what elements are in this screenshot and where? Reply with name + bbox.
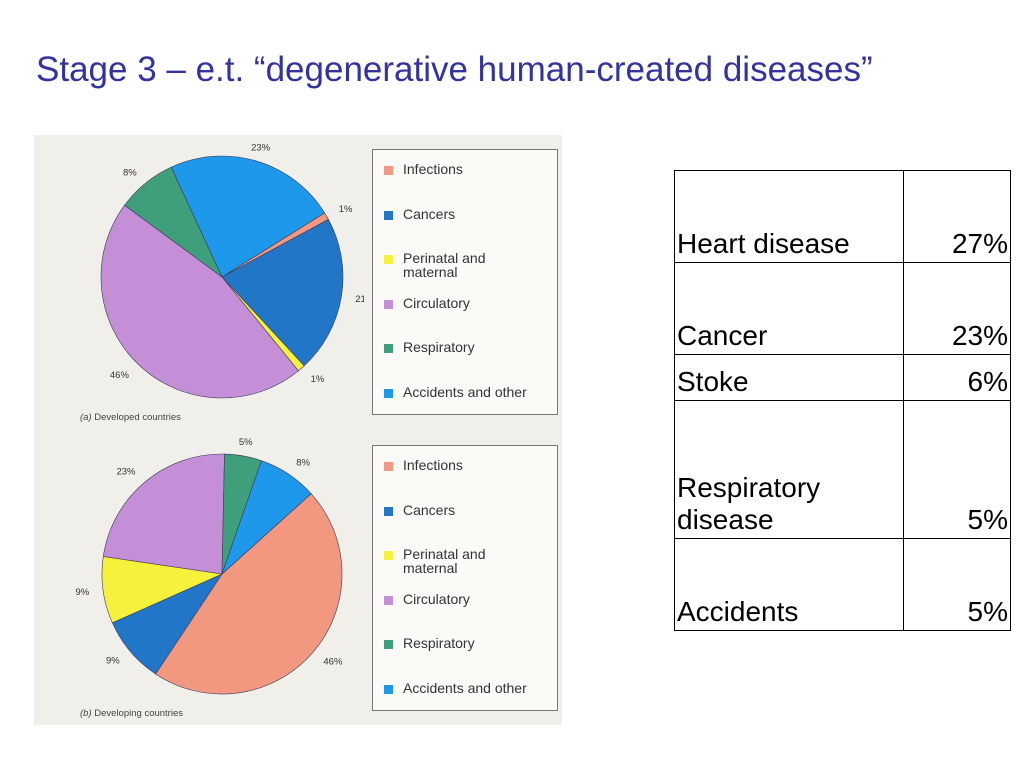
table-cell-value: 27% [903, 170, 1011, 263]
legend-swatch [384, 640, 393, 649]
legend-item: Accidents and other [384, 385, 551, 430]
legend-label: Perinatal and maternal [403, 250, 486, 280]
legend-label: Circulatory [403, 590, 470, 607]
legend-item: Cancers [384, 207, 551, 252]
legend-label: Accidents and other [403, 383, 527, 400]
pie-slice-label: 8% [296, 457, 310, 468]
legend-label: Perinatal and maternal [403, 546, 486, 576]
caption-developing: (b) Developing countries [80, 708, 183, 719]
legend-label: Cancers [403, 205, 456, 222]
legend-swatch [384, 210, 393, 220]
table-row: Accidents 5% [674, 538, 1011, 631]
pie-slice-label: 9% [106, 656, 120, 667]
legend-item: Respiratory [384, 340, 551, 385]
pie-slice-cancers [221, 219, 344, 367]
legend-swatch [384, 595, 393, 605]
table-cell-name: Cancer [674, 262, 904, 355]
table-cell-name: Respiratory disease [674, 400, 904, 539]
pie-slice-circulatory [102, 453, 225, 575]
legend-swatch [384, 506, 393, 516]
pie-slice-label: 1% [311, 374, 325, 385]
legend-item: Infections [384, 458, 551, 503]
legend-label: Cancers [403, 501, 456, 518]
pie-slice-label: 8% [123, 167, 137, 178]
pie-panel-developing: 46% 9% 9% 23% 5% 8% (b) Developing countries … [34, 431, 562, 721]
caption-text: Developing countries [94, 708, 183, 719]
table-cell-value: 5% [903, 400, 1011, 539]
mortality-table: Heart disease 27% Cancer 23% Stoke 6% Re… [674, 170, 1011, 631]
legend-swatch [384, 344, 393, 353]
pie-slice-accidents [221, 460, 312, 575]
caption-developed: (a) Developed countries [80, 412, 181, 423]
legend-developed: Infections Cancers Perinatal and materna… [372, 149, 558, 415]
pie-slice-label: 21% [355, 294, 364, 305]
legend-item: Perinatal and maternal [384, 251, 551, 296]
legend-swatch [384, 299, 393, 309]
legend-label: Respiratory [403, 339, 475, 355]
table-cell-name: Heart disease [674, 170, 904, 263]
pie-slice-label: 5% [239, 437, 253, 448]
legend-label: Respiratory [403, 635, 475, 651]
legend-item: Perinatal and maternal [384, 547, 551, 592]
legend-item: Infections [384, 162, 551, 207]
legend-item: Respiratory [384, 636, 551, 681]
pie-chart-developed: 1% 21% 1% 46% 8% 23% [100, 143, 364, 399]
legend-label: Accidents and other [403, 679, 527, 696]
legend-item: Accidents and other [384, 681, 551, 726]
pie-slice-label: 9% [75, 587, 89, 598]
legend-swatch [384, 388, 393, 398]
pie-panel-developed: 1%21%1%46%8%23% (a) Developed countries … [34, 135, 562, 425]
legend-swatch [384, 255, 393, 264]
legend-swatch [384, 166, 393, 175]
table-row: Respiratory disease 5% [674, 400, 1011, 539]
legend-label: Infections [403, 457, 463, 473]
pie-chart-developing: 46% 9% 9% 23% 5% 8% [75, 437, 343, 695]
legend-label: Infections [403, 161, 463, 177]
pie-slice-label: 1% [339, 204, 353, 215]
legend-swatch [384, 684, 393, 694]
slide-title: Stage 3 – e.t. “degenerative human-creat… [36, 50, 873, 89]
table-cell-name: Accidents [674, 538, 904, 631]
pie-chart-figure: 1%21%1%46%8%23% (a) Developed countries … [34, 135, 562, 725]
caption-letter: (a) [80, 412, 92, 423]
pie-slice-label: 23% [116, 467, 136, 478]
legend-label: Circulatory [403, 294, 470, 311]
table-cell-value: 6% [903, 354, 1011, 401]
table-row: Heart disease 27% [674, 170, 1011, 263]
table-row: Stoke 6% [674, 354, 1011, 401]
legend-item: Circulatory [384, 592, 551, 637]
table-cell-value: 5% [903, 538, 1011, 631]
table-cell-value: 23% [903, 262, 1011, 355]
legend-item: Circulatory [384, 296, 551, 341]
pie-slice-circulatory [100, 204, 299, 399]
legend-item: Cancers [384, 503, 551, 548]
caption-text: Developed countries [94, 412, 181, 423]
caption-letter: (b) [80, 708, 92, 719]
table-row: Cancer 23% [674, 262, 1011, 355]
pie-slice-accidents [170, 155, 326, 278]
pie-slice-label: 46% [110, 370, 130, 381]
pie-slice-label: 46% [323, 657, 343, 668]
pie-slice-label: 23% [251, 143, 271, 154]
pie-slice-infections [155, 493, 343, 695]
legend-swatch [384, 462, 393, 471]
legend-developing: Infections Cancers Perinatal and materna… [372, 445, 558, 711]
table-cell-name: Stoke [674, 354, 904, 401]
legend-swatch [384, 551, 393, 560]
